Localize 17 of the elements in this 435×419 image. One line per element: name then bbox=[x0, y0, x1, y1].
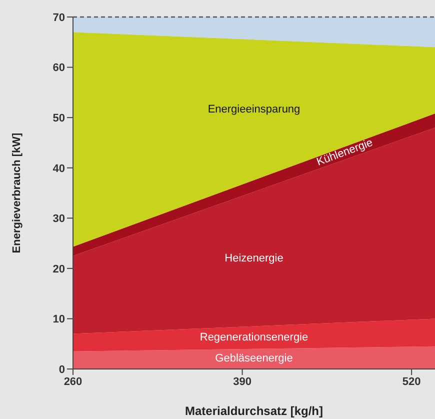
series-label: Regenerationsenergie bbox=[200, 331, 308, 344]
series-label: Gebläseenergie bbox=[215, 352, 293, 366]
y-axis-title: Energieverbrauch [kW] bbox=[10, 132, 23, 254]
y-tick-label: 30 bbox=[52, 213, 65, 226]
y-tick-label: 60 bbox=[52, 62, 65, 74]
x-tick-label: 520 bbox=[402, 376, 421, 388]
series-label: Energieeinsparung bbox=[208, 103, 300, 116]
x-tick-label: 260 bbox=[64, 376, 82, 388]
y-tick-label: 50 bbox=[52, 112, 65, 124]
y-tick-label: 40 bbox=[52, 162, 65, 175]
x-axis-title: Materialdurchsatz [kg/h] bbox=[184, 404, 324, 418]
y-tick-label: 10 bbox=[52, 314, 65, 326]
series-label: Heizenergie bbox=[224, 252, 284, 266]
y-tick-label: 70 bbox=[52, 12, 65, 24]
y-tick-label: 0 bbox=[58, 364, 65, 376]
x-tick-label: 390 bbox=[233, 376, 252, 388]
y-tick-label: 20 bbox=[52, 263, 65, 276]
